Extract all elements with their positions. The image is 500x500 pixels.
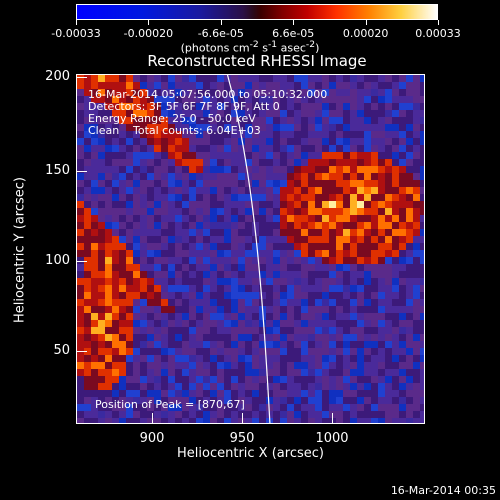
colorbar-tick-label: 0.00020 xyxy=(342,27,389,40)
colorbar-tick-label: -6.6e-05 xyxy=(197,27,244,40)
image-heatmap xyxy=(77,75,424,423)
colorbar-tick-label: -0.00033 xyxy=(51,27,101,40)
x-tick-mark xyxy=(152,413,153,423)
colorbar-tick-mark xyxy=(148,20,150,25)
plot-title: Reconstructed RHESSI Image xyxy=(147,52,367,70)
colorbar-units: (photons cm-2 s-1 asec-2) xyxy=(180,39,320,55)
colorbar-tick-mark xyxy=(220,20,222,25)
colorbar-tick-mark xyxy=(438,20,439,25)
x-tick-label: 1000 xyxy=(315,431,349,446)
x-axis-label: Heliocentric X (arcsec) xyxy=(177,446,324,461)
colorbar-tick-mark xyxy=(293,20,295,25)
total-counts-text: Total counts: 6.04E+03 xyxy=(133,124,261,137)
rhessi-image: 16-Mar-2014 05:07:56.000 to 05:10:32.000… xyxy=(76,74,425,424)
y-tick-label: 100 xyxy=(45,253,70,268)
colorbar xyxy=(76,4,438,20)
x-tick-label: 900 xyxy=(139,431,165,446)
y-tick-label: 200 xyxy=(45,69,70,84)
y-tick-label: 150 xyxy=(45,163,70,178)
y-tick-mark xyxy=(77,351,87,352)
x-tick-label: 950 xyxy=(229,431,255,446)
y-tick-label: 50 xyxy=(53,343,70,358)
peak-position-text: Position of Peak = [870,67] xyxy=(95,398,245,411)
y-tick-mark xyxy=(77,77,87,78)
x-tick-mark xyxy=(242,413,243,423)
energy-range-text: Energy Range: 25.0 - 50.0 keV xyxy=(88,112,256,125)
colorbar-tick-label: 6.6e-05 xyxy=(272,27,315,40)
y-axis-label: Heliocentric Y (arcsec) xyxy=(12,177,28,323)
method-text: Clean xyxy=(88,124,120,137)
colorbar-tick-label: -0.00020 xyxy=(123,27,174,40)
colorbar-tick-mark xyxy=(76,20,77,25)
time-range-text: 16-Mar-2014 05:07:56.000 to 05:10:32.000 xyxy=(88,88,328,101)
colorbar-tick-mark xyxy=(365,20,367,25)
timestamp: 16-Mar-2014 00:35 xyxy=(390,484,496,497)
detectors-text: Detectors: 3F 5F 6F 7F 8F 9F, Att 0 xyxy=(88,100,280,113)
y-tick-mark xyxy=(77,261,87,262)
colorbar-tick-label: 0.00033 xyxy=(415,27,461,40)
x-tick-mark xyxy=(332,413,333,423)
y-tick-mark xyxy=(77,171,87,172)
solar-limb-line xyxy=(226,75,271,423)
